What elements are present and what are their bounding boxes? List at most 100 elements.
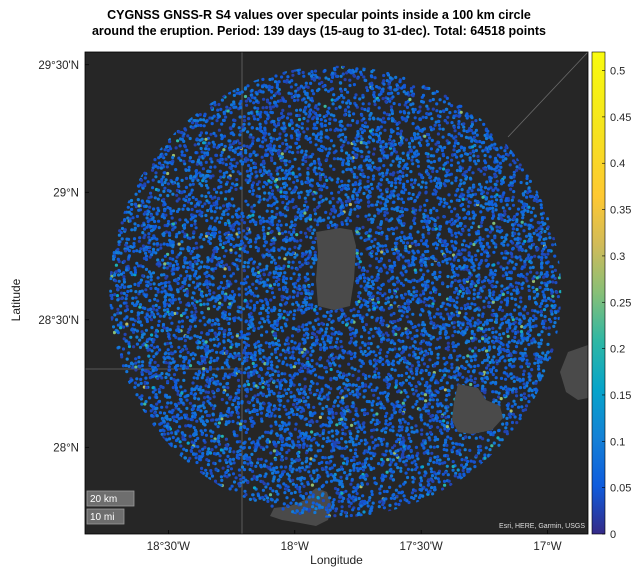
data-point [247, 437, 252, 441]
chart-title: CYGNSS GNSS-R S4 values over specular po… [107, 8, 531, 22]
data-point [277, 232, 281, 236]
data-point [309, 81, 313, 85]
data-point [483, 250, 487, 254]
data-point [441, 260, 445, 264]
data-point [167, 280, 171, 284]
data-point [494, 208, 498, 212]
data-point [436, 236, 440, 240]
data-point [466, 302, 470, 306]
data-point [380, 192, 384, 196]
data-point [401, 171, 405, 175]
data-point [474, 119, 478, 123]
data-point [468, 448, 472, 452]
data-point [449, 403, 453, 407]
data-point [486, 254, 490, 258]
data-point [362, 129, 366, 133]
data-point [546, 287, 550, 291]
data-point [125, 237, 129, 241]
data-point [424, 488, 428, 492]
data-point [179, 337, 183, 341]
data-point [384, 331, 388, 335]
data-point [491, 308, 495, 313]
data-point [206, 307, 211, 311]
data-point [441, 376, 445, 380]
data-point [516, 273, 521, 277]
data-point [136, 311, 140, 315]
data-point [452, 258, 456, 262]
data-point [315, 117, 319, 121]
data-point [184, 347, 189, 351]
data-point [390, 367, 394, 371]
data-point [354, 340, 358, 344]
data-point [230, 484, 234, 488]
data-point [175, 420, 179, 424]
data-point [298, 265, 302, 269]
data-point [391, 493, 395, 497]
data-point [217, 322, 221, 326]
data-point [281, 142, 285, 146]
data-point [232, 122, 236, 126]
data-point [304, 327, 309, 331]
data-point [182, 159, 186, 163]
data-point [459, 110, 463, 114]
data-point [442, 443, 446, 447]
data-point [527, 297, 532, 301]
data-point [345, 222, 349, 226]
data-point [471, 349, 475, 353]
data-point [411, 210, 415, 214]
data-point [429, 211, 433, 215]
data-point [537, 364, 541, 368]
data-point [437, 345, 441, 349]
data-point [443, 388, 447, 392]
data-point [135, 329, 139, 333]
data-point [538, 285, 542, 290]
data-point [266, 482, 270, 486]
data-point [215, 216, 219, 220]
data-point [360, 113, 364, 117]
data-point [424, 185, 428, 189]
data-point [264, 267, 269, 271]
data-point [283, 342, 287, 346]
data-point [204, 194, 208, 199]
data-point [268, 216, 272, 220]
data-point [446, 285, 450, 289]
data-point [294, 83, 298, 87]
data-point [380, 357, 384, 361]
data-point [219, 281, 223, 285]
data-point [296, 146, 300, 150]
data-point [469, 136, 473, 140]
data-point [423, 260, 427, 264]
data-point [258, 436, 262, 440]
data-point [521, 372, 526, 377]
data-point [286, 264, 291, 268]
data-point [510, 247, 515, 251]
data-point [311, 331, 315, 335]
data-point [133, 222, 137, 226]
data-point [327, 106, 331, 110]
data-point [415, 328, 419, 333]
data-point [129, 198, 134, 203]
data-point [119, 272, 123, 276]
data-point [222, 451, 226, 455]
data-point [230, 335, 234, 339]
data-point [154, 293, 158, 297]
data-point [199, 118, 203, 122]
data-point [277, 273, 282, 278]
data-point [436, 425, 440, 429]
data-point [539, 203, 543, 207]
data-point [357, 265, 361, 269]
data-point [397, 255, 401, 259]
data-point [235, 440, 239, 444]
data-point [249, 158, 253, 162]
data-point [139, 381, 143, 385]
data-point [509, 372, 513, 376]
data-point [255, 127, 259, 131]
data-point [512, 217, 516, 221]
data-point [318, 113, 322, 117]
data-point [390, 295, 394, 299]
data-point [287, 488, 291, 493]
data-point [407, 279, 411, 283]
data-point [403, 388, 407, 393]
data-point [446, 435, 450, 439]
data-point [241, 307, 246, 311]
